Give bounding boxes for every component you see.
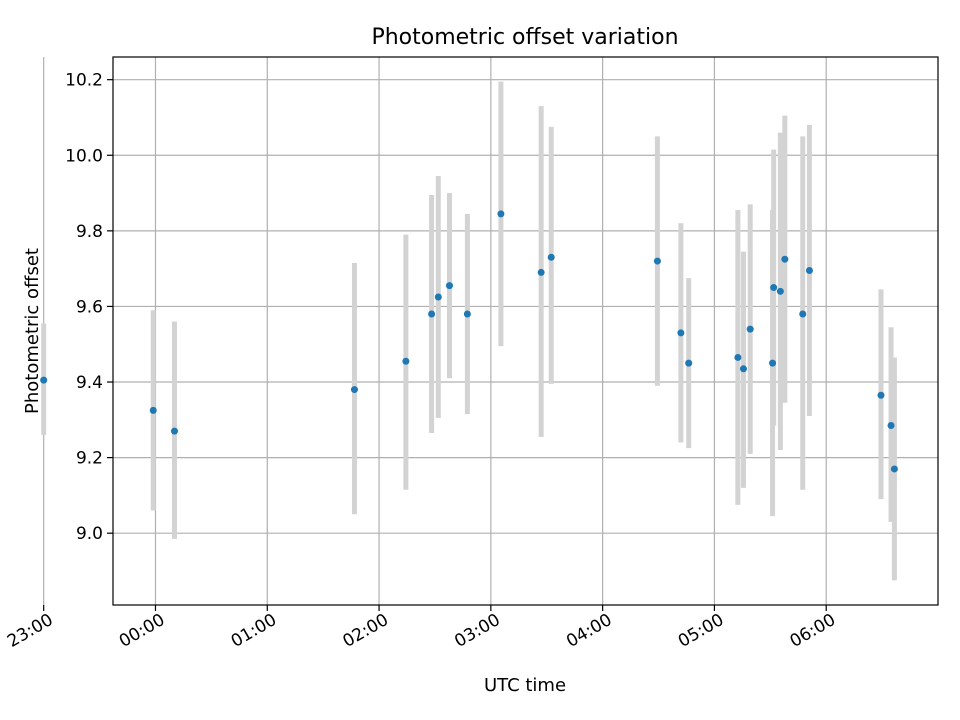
plot-frame xyxy=(112,56,939,606)
data-point xyxy=(677,329,685,337)
x-tick-label: 00:00 xyxy=(116,610,168,652)
data-point xyxy=(537,268,545,276)
data-point xyxy=(497,210,505,218)
data-point xyxy=(434,293,442,301)
x-tick-label: 03:00 xyxy=(451,610,503,652)
data-point xyxy=(799,310,807,318)
data-point xyxy=(887,421,895,429)
data-point xyxy=(40,376,48,384)
y-tick-label: 10.2 xyxy=(65,71,103,91)
x-tick-label: 23:00 xyxy=(4,610,56,652)
x-tick-label: 01:00 xyxy=(228,610,280,652)
y-tick-label: 9.8 xyxy=(76,222,103,242)
x-tick-label: 02:00 xyxy=(340,610,392,652)
data-point xyxy=(463,310,471,318)
y-axis-label: Photometric offset xyxy=(22,248,43,414)
x-tick-label: 05:00 xyxy=(675,610,727,652)
x-tick-label: 06:00 xyxy=(787,610,839,652)
data-point xyxy=(890,465,898,473)
data-point xyxy=(149,406,157,414)
data-point xyxy=(805,267,813,275)
data-point xyxy=(402,357,410,365)
y-tick-label: 10.0 xyxy=(65,146,103,166)
y-tick-label: 9.4 xyxy=(76,373,103,393)
data-point xyxy=(170,427,178,435)
data-point xyxy=(739,365,747,373)
data-points xyxy=(40,210,898,473)
data-point xyxy=(428,310,436,318)
data-point xyxy=(781,255,789,263)
y-axis-ticks: 9.0 9.2 9.4 9.6 9.8 10.0 10.2 xyxy=(65,71,113,544)
x-tick-label: 04:00 xyxy=(563,610,615,652)
data-point xyxy=(776,287,784,295)
y-tick-label: 9.2 xyxy=(76,449,103,469)
data-point xyxy=(350,386,358,394)
data-point xyxy=(734,353,742,361)
data-point xyxy=(769,359,777,367)
data-point xyxy=(877,391,885,399)
y-tick-label: 9.0 xyxy=(76,524,103,544)
data-point xyxy=(445,282,453,290)
x-axis-ticks: 23:00 00:00 01:00 02:00 03:00 04:00 05:00 06:00 xyxy=(4,605,839,652)
data-point xyxy=(770,284,778,292)
data-point xyxy=(746,325,754,333)
data-point xyxy=(653,257,661,265)
data-point xyxy=(547,253,555,261)
data-point xyxy=(685,359,693,367)
y-tick-label: 9.6 xyxy=(76,297,103,317)
error-bars xyxy=(41,81,897,581)
x-axis-label: UTC time xyxy=(484,675,566,696)
chart-title: Photometric offset variation xyxy=(371,25,678,50)
